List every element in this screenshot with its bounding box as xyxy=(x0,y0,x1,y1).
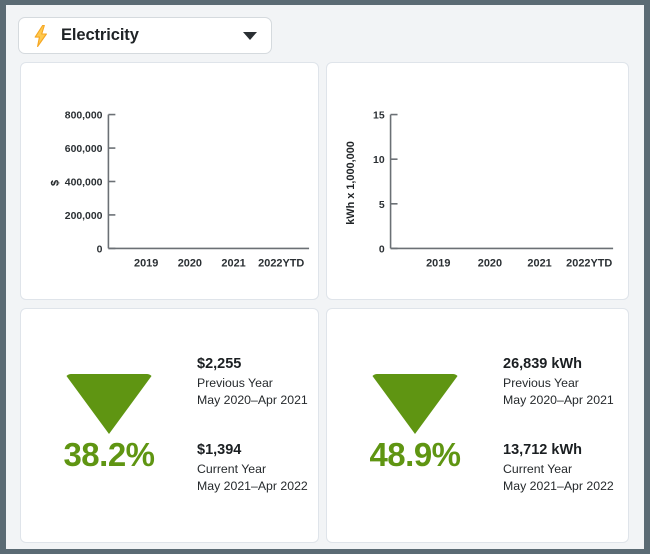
usage-xtick-0: 2019 xyxy=(426,257,450,269)
usage-previous-year-block: 26,839 kWh Previous Year May 2020–Apr 20… xyxy=(503,354,620,410)
cost-kpi-percent: 38.2% xyxy=(63,436,155,473)
cost-kpi-card: 38.2% $2,255 Previous Year May 2020–Apr … xyxy=(20,308,319,543)
arrow-down-icon xyxy=(371,374,459,434)
cost-current-year-block: $1,394 Current Year May 2021–Apr 2022 xyxy=(197,440,310,496)
cost-kpi: 38.2% $2,255 Previous Year May 2020–Apr … xyxy=(21,309,318,542)
usage-chart-card: 15 10 5 0 kWh x 1,000,000 2019 2020 2021… xyxy=(326,62,629,300)
cost-ytick-4: 800,000 xyxy=(65,111,103,122)
chevron-down-icon[interactable] xyxy=(243,31,257,40)
usage-previous-range: May 2020–Apr 2021 xyxy=(503,393,614,408)
usage-kpi-summary: 48.9% xyxy=(327,374,503,477)
usage-ytick-2: 10 xyxy=(373,155,385,166)
usage-current-value: 13,712 kWh xyxy=(503,441,582,458)
usage-yaxis-title: kWh x 1,000,000 xyxy=(345,141,357,225)
cost-previous-value: $2,255 xyxy=(197,355,242,372)
usage-kpi-details: 26,839 kWh Previous Year May 2020–Apr 20… xyxy=(503,354,628,498)
cost-chart: 800,000 600,000 400,000 200,000 0 $ 2019… xyxy=(21,63,318,299)
usage-previous-caption: Previous Year xyxy=(503,375,579,390)
cost-xtick-0: 2019 xyxy=(134,257,158,269)
cost-kpi-summary: 38.2% xyxy=(21,374,197,477)
cost-xtick-3: 2022YTD xyxy=(258,257,304,269)
usage-current-year-block: 13,712 kWh Current Year May 2021–Apr 202… xyxy=(503,440,620,496)
cost-ytick-2: 400,000 xyxy=(65,177,103,188)
usage-xtick-3: 2022YTD xyxy=(566,257,612,269)
commodity-dropdown[interactable]: Electricity xyxy=(18,17,272,54)
usage-ytick-1: 5 xyxy=(379,200,385,211)
cost-kpi-details: $2,255 Previous Year May 2020–Apr 2021 $… xyxy=(197,354,318,498)
cost-yaxis-title: $ xyxy=(50,180,62,186)
usage-current-range: May 2021–Apr 2022 xyxy=(503,478,614,493)
cost-current-caption: Current Year xyxy=(197,461,267,476)
usage-ytick-0: 0 xyxy=(379,244,385,255)
cost-previous-year-block: $2,255 Previous Year May 2020–Apr 2021 xyxy=(197,354,310,410)
cost-chart-card: 800,000 600,000 400,000 200,000 0 $ 2019… xyxy=(20,62,319,300)
lightning-bolt-icon xyxy=(34,24,47,47)
cost-current-value: $1,394 xyxy=(197,441,242,458)
cost-previous-range: May 2020–Apr 2021 xyxy=(197,393,308,408)
cost-previous-caption: Previous Year xyxy=(197,375,273,390)
usage-current-caption: Current Year xyxy=(503,461,573,476)
commodity-dropdown-label: Electricity xyxy=(61,26,139,44)
usage-kpi: 48.9% 26,839 kWh Previous Year May 2020–… xyxy=(327,309,628,542)
usage-xtick-2: 2021 xyxy=(527,257,551,269)
usage-chart: 15 10 5 0 kWh x 1,000,000 2019 2020 2021… xyxy=(327,63,628,299)
usage-ytick-3: 15 xyxy=(373,111,385,122)
cost-xtick-1: 2020 xyxy=(178,257,202,269)
arrow-down-icon xyxy=(65,374,153,434)
cost-current-range: May 2021–Apr 2022 xyxy=(197,478,308,493)
usage-kpi-card: 48.9% 26,839 kWh Previous Year May 2020–… xyxy=(326,308,629,543)
usage-previous-value: 26,839 kWh xyxy=(503,355,582,372)
usage-kpi-percent: 48.9% xyxy=(369,436,461,473)
usage-xtick-1: 2020 xyxy=(478,257,502,269)
cost-ytick-1: 200,000 xyxy=(65,211,103,222)
cost-ytick-3: 600,000 xyxy=(65,144,103,155)
cost-ytick-0: 0 xyxy=(97,244,103,255)
cost-xtick-2: 2021 xyxy=(221,257,245,269)
